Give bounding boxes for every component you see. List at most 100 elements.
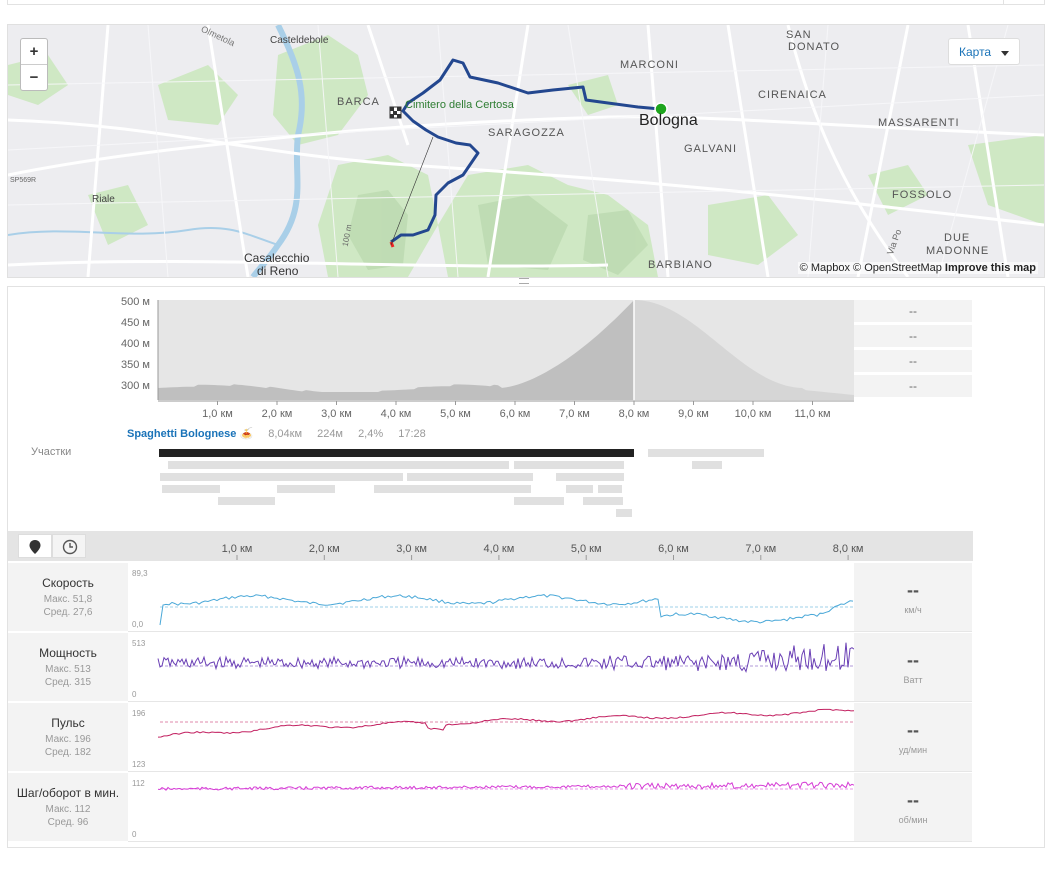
stream-series-line: [157, 781, 855, 791]
segment-bar[interactable]: [692, 461, 722, 469]
stream-unit: км/ч: [904, 605, 922, 615]
segment-distance: 8,04км: [268, 428, 303, 440]
segment-bar[interactable]: [514, 497, 564, 505]
stream-max: Макс. 112: [45, 804, 91, 815]
map-label-certosa: Cimitero della Certosa: [405, 99, 514, 111]
side-stat: --: [854, 350, 972, 372]
stream-y-min: 0: [132, 830, 137, 839]
elevation-x-tick: 5,0 км: [440, 408, 471, 420]
segment-bar[interactable]: [583, 497, 623, 505]
map-label-barca: BARCA: [337, 96, 380, 108]
zoom-out-button[interactable]: −: [29, 69, 39, 86]
route-map[interactable]: Casteldebole SAN DONATO MARCONI BARCA Ci…: [7, 24, 1045, 278]
map-type-label: Карта: [959, 45, 992, 59]
stream-y-max: 513: [132, 639, 146, 648]
mapbox-link[interactable]: © Mapbox: [799, 262, 850, 274]
segment-bar[interactable]: [616, 509, 632, 517]
elevation-chart[interactable]: 500 м 450 м 400 м 350 м 300 м 1,0 км 2,0 км 3,…: [0, 0, 1048, 520]
chart-x-tick: 6,0 км: [658, 543, 689, 555]
segment-grade: 2,4%: [358, 428, 384, 440]
chart-toolbar: [8, 531, 973, 561]
stream-plot-area: [128, 633, 854, 701]
elevation-x-tick: 4,0 км: [381, 408, 412, 420]
segment-bar[interactable]: [168, 461, 509, 469]
elevation-x-tick: 9,0 км: [678, 408, 709, 420]
segment-bar[interactable]: [556, 473, 624, 481]
map-label-donato: DONATO: [788, 41, 841, 53]
map-label-bologna: Bologna: [639, 112, 698, 129]
resize-handle[interactable]: [519, 278, 529, 284]
map-label-casteldebole: Casteldebole: [270, 35, 329, 46]
segment-bar[interactable]: [514, 461, 624, 469]
segment-bar[interactable]: [218, 497, 275, 505]
elevation-y-tick: 450 м: [121, 317, 150, 329]
segment-name-link[interactable]: Spaghetti Bolognese 🍝: [127, 428, 254, 440]
stream-plot-area: [128, 563, 854, 631]
map-label-casalecchio: Casalecchio: [244, 251, 310, 265]
stream-avg: Сред. 315: [44, 677, 92, 688]
elevation-x-tick: 6,0 км: [500, 408, 531, 420]
stream-avg: Сред. 96: [47, 817, 89, 828]
chart-x-tick: 1,0 км: [222, 543, 253, 555]
map-label-galvani: GALVANI: [684, 143, 738, 155]
stream-unit: Ватт: [903, 675, 923, 685]
zoom-in-button[interactable]: +: [21, 39, 47, 65]
map-label-marconi: MARCONI: [620, 59, 679, 71]
osm-link[interactable]: © OpenStreetMap: [853, 262, 942, 274]
segment-elevation: 224м: [317, 428, 343, 440]
elevation-y-tick: 350 м: [121, 359, 150, 371]
stream-series-line: [157, 708, 855, 738]
elevation-x-tick: 1,0 км: [202, 408, 233, 420]
chart-x-tick: 7,0 км: [745, 543, 776, 555]
elevation-x-tick: 2,0 км: [262, 408, 293, 420]
map-attribution: © Mapbox © OpenStreetMap Improve this ma…: [797, 262, 1038, 274]
stream-max: Макс. 196: [45, 734, 91, 745]
stream-y-max: 196: [132, 709, 146, 718]
stream-y-min: 123: [132, 760, 146, 769]
chart-x-tick: 5,0 км: [571, 543, 602, 555]
top-frame: [7, 0, 1045, 5]
segment-bars: [160, 449, 764, 517]
stream-title: Пульс: [51, 716, 85, 730]
stream-unit: уд/мин: [898, 745, 928, 755]
segment-bar[interactable]: [648, 449, 764, 457]
time-view-button[interactable]: [52, 534, 86, 558]
segment-bar-selected[interactable]: [159, 449, 634, 457]
zoom-control: + −: [20, 38, 48, 91]
improve-map-link[interactable]: Improve this map: [944, 262, 1036, 274]
stream-series-line: [157, 642, 855, 674]
distance-view-button[interactable]: [18, 534, 52, 558]
segment-bar[interactable]: [566, 485, 593, 493]
stream-row-label: Скорость Макс. 51,8 Сред. 27,6: [8, 563, 128, 631]
stream-title: Скорость: [42, 576, 94, 590]
stream-plot-area: [128, 703, 854, 771]
segment-bar[interactable]: [160, 473, 403, 481]
stream-row-label: Шаг/оборот в мин. Макс. 112 Сред. 96: [8, 773, 128, 841]
stream-row-value: -- об/мин: [854, 773, 972, 841]
clock-icon: [62, 539, 78, 555]
stream-y-max: 112: [132, 779, 145, 788]
segment-bar[interactable]: [598, 485, 622, 493]
map-label-due: DUE: [944, 232, 971, 244]
stream-avg: Сред. 27,6: [43, 607, 93, 618]
map-type-dropdown[interactable]: Карта: [948, 38, 1020, 65]
segments-label: Участки: [31, 446, 72, 458]
map-label-fossolo: FOSSOLO: [892, 189, 953, 201]
stream-y-max: 89,3: [132, 569, 148, 578]
segment-bar[interactable]: [407, 473, 533, 481]
segment-bar[interactable]: [374, 485, 531, 493]
stream-row-value: -- уд/мин: [854, 703, 972, 771]
map-label-riale: Riale: [92, 194, 115, 205]
stream-max: Макс. 513: [45, 664, 91, 675]
map-pin-icon: [29, 540, 41, 554]
elevation-x-tick: 3,0 км: [321, 408, 352, 420]
chart-x-tick: 3,0 км: [396, 543, 427, 555]
map-label-massarenti: MASSARENTI: [878, 117, 960, 129]
stream-y-min: 0,0: [132, 620, 144, 629]
stream-unit: об/мин: [898, 815, 928, 825]
segment-bar[interactable]: [162, 485, 220, 493]
map-label-sp569r: SP569R: [10, 177, 37, 184]
elevation-y-tick: 400 м: [121, 338, 150, 350]
segment-bar[interactable]: [277, 485, 335, 493]
